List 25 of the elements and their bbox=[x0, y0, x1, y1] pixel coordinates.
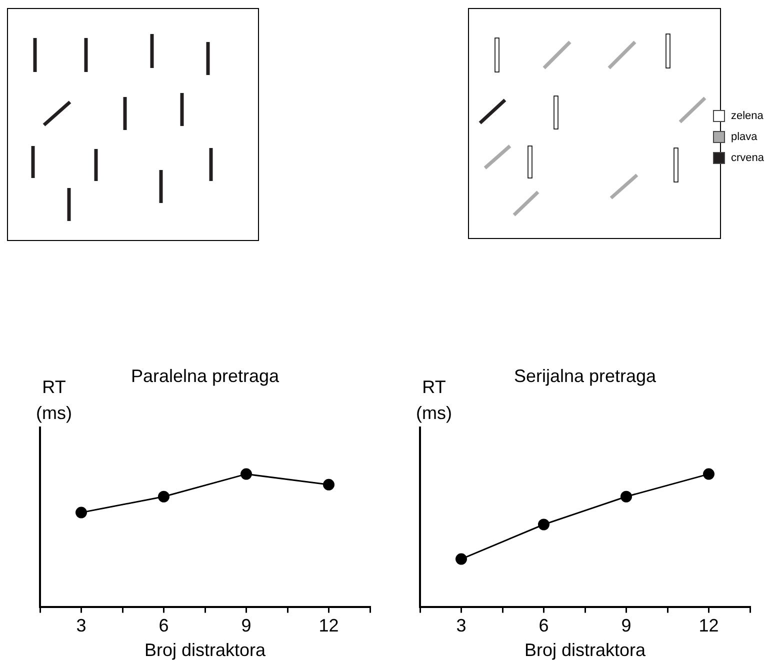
x-tick-label: 9 bbox=[241, 616, 252, 636]
chart-title: Serijalna pretraga bbox=[514, 366, 658, 386]
point bbox=[76, 506, 87, 518]
y-axis-title: RT (ms) bbox=[35, 376, 73, 425]
text: plava bbox=[731, 131, 758, 143]
point bbox=[240, 468, 252, 480]
y-axis-title: RT (ms) bbox=[415, 376, 453, 425]
text: crvena bbox=[731, 152, 764, 164]
x-tick-label: 12 bbox=[698, 616, 719, 636]
chart-title: Paralelna pretraga bbox=[130, 366, 280, 386]
x-tick-label: 6 bbox=[158, 616, 169, 636]
x-tick-label: 6 bbox=[538, 616, 549, 636]
x-axis-title: Broj distraktora bbox=[524, 640, 647, 660]
point bbox=[620, 490, 632, 502]
x-tick-label: 12 bbox=[318, 616, 339, 636]
x-tick-label: 3 bbox=[76, 616, 86, 636]
point bbox=[456, 553, 467, 565]
point bbox=[538, 518, 550, 530]
text: zelena bbox=[731, 110, 764, 122]
x-axis-title: Broj distraktora bbox=[144, 640, 267, 660]
x-tick-label: 3 bbox=[456, 616, 466, 636]
point bbox=[703, 468, 714, 480]
point bbox=[158, 490, 170, 502]
x-tick-label: 9 bbox=[621, 616, 632, 636]
point bbox=[323, 478, 334, 490]
